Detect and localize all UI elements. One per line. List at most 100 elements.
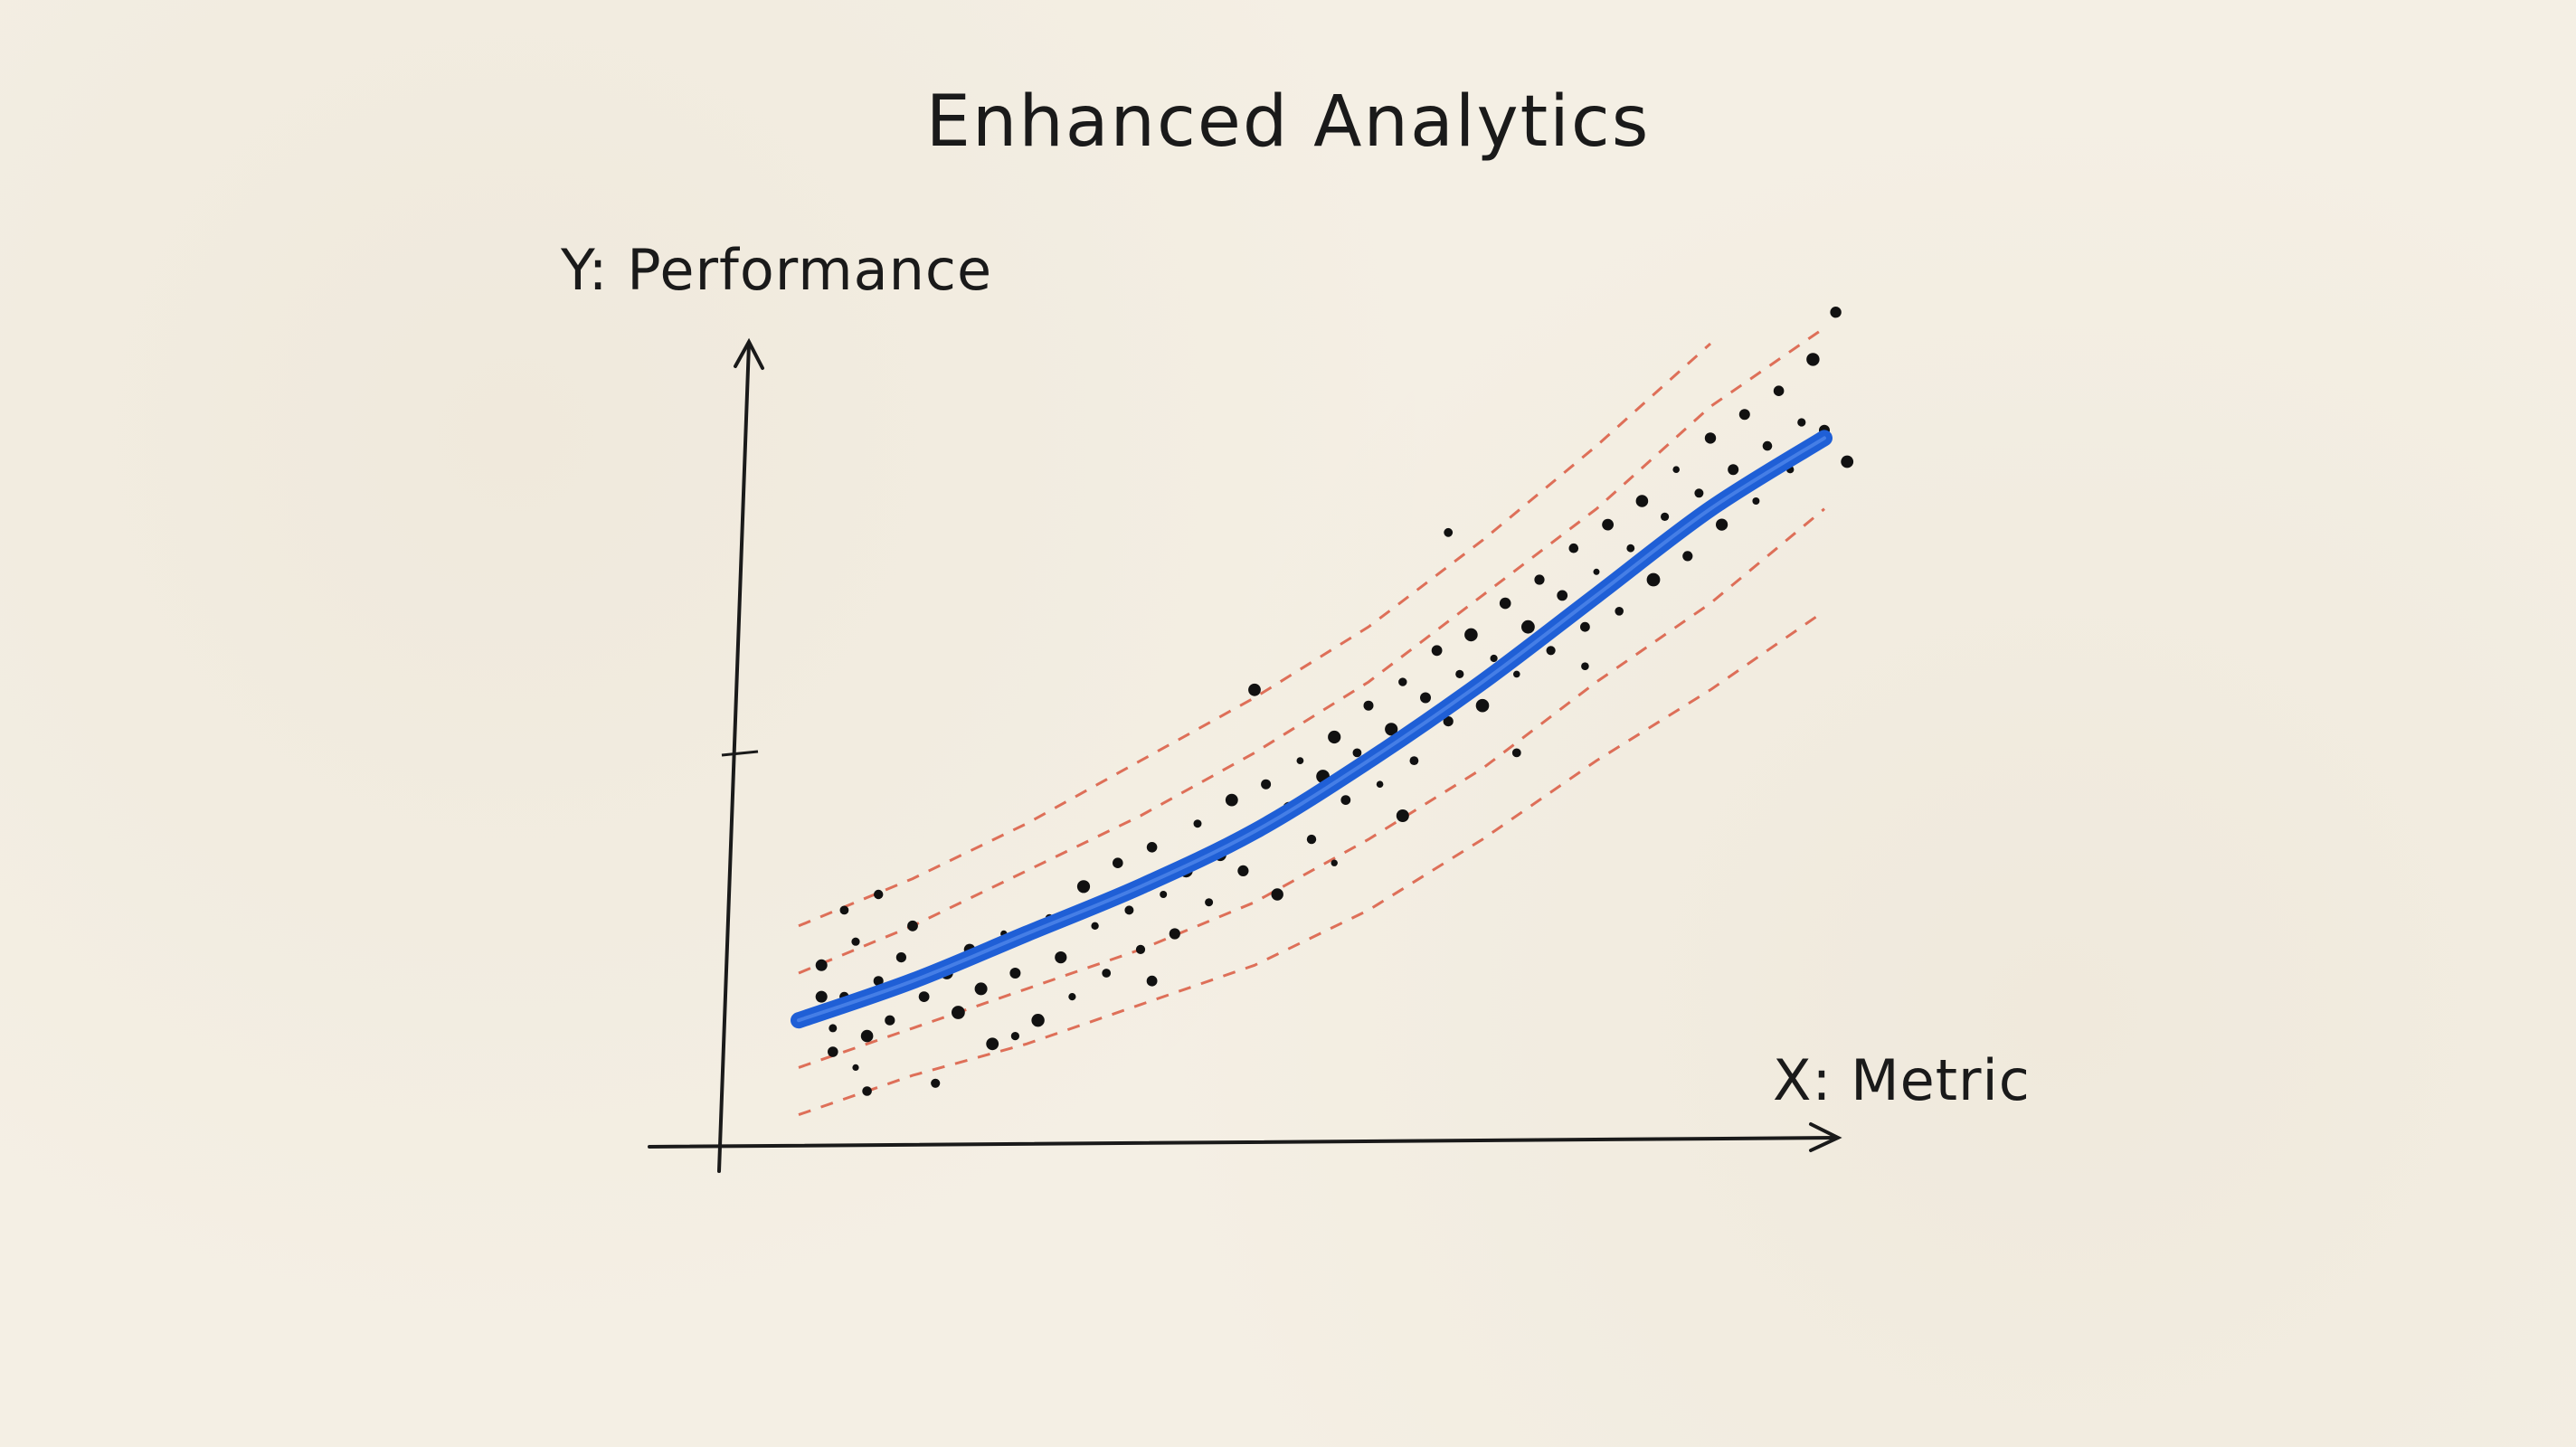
scatter-point [1396,809,1409,822]
scatter-point [1646,572,1661,587]
scatter-point [815,990,828,1003]
scatter-point [1797,418,1806,427]
scatter-point [1010,1032,1019,1041]
scatter-point [862,1086,872,1096]
scatter-point [1704,432,1717,444]
scatter-point [828,1046,838,1057]
scatter-point [1091,922,1099,930]
scatter-point [1031,1014,1045,1027]
scatter-point [1385,723,1398,736]
scatter-point [1376,780,1384,788]
scatter-point [1055,951,1067,964]
confidence-band-outer-lower [798,610,1825,1117]
scatter-point [815,959,828,971]
scatter-point [829,1024,838,1033]
scatter-point [1009,968,1021,979]
scatter-point [986,1037,999,1051]
scatter-point [1340,795,1351,805]
scatter-point [1728,464,1739,476]
scatter-point [1271,888,1283,901]
scatter-point [874,889,884,900]
y-axis-line [717,342,751,1173]
axes [648,337,1842,1173]
scatter-point [1806,353,1820,366]
scatter-point [873,976,884,987]
trend-line-group [791,430,1833,1029]
scatter-point [1672,466,1680,473]
scatter-point [1160,891,1168,898]
scatter-point [1557,590,1568,601]
y-axis-label: Y: Performance [561,237,993,303]
trend-line [791,430,1833,1029]
scatter-point [1682,551,1693,562]
scatter-point [895,952,907,963]
scatter-point [1443,716,1454,727]
chart-title: Enhanced Analytics [925,81,1651,163]
scatter-point [1135,944,1146,954]
scatter-point [1716,518,1728,531]
y-axis-arrowhead [734,337,764,370]
scatter-point [1694,488,1704,498]
scatter-point [1409,756,1419,765]
scatter-point [1661,512,1670,522]
scatter-point [1635,495,1649,507]
scatter-point [1455,669,1464,679]
scatter-point [974,982,988,996]
scatter-point [1511,748,1521,758]
x-axis-line [648,1136,1838,1149]
scatter-point [1068,993,1076,1001]
scatter-point [1102,969,1112,978]
confidence-band-inner-upper [798,326,1825,975]
scatter-point [1444,527,1454,537]
confidence-bands [798,326,1825,1117]
scatter-point [1738,409,1750,421]
scatter-point [952,1006,965,1019]
scatter-point [1124,905,1134,915]
scatter-point [1363,700,1374,711]
x-axis-label: X: Metric [1773,1047,2031,1113]
scatter-point [1431,645,1443,657]
scatter-point [1261,779,1272,790]
scatter-point [1841,455,1854,468]
scatter-point [839,905,849,915]
scatter-point [1464,628,1478,642]
scatter-point [1568,543,1579,553]
scatter-point [1205,898,1214,907]
scatter-point [1169,928,1180,940]
scatter-point [1248,683,1261,696]
scatter-point [931,1078,941,1088]
scatter-point [1146,975,1158,987]
scatter-point [852,1064,859,1071]
scatter-point [1773,385,1785,397]
scatter-point [1076,880,1091,894]
scatter-point [918,991,930,1002]
confidence-band-inner-lower [798,507,1825,1069]
scatter-point [1420,692,1431,704]
scatter-point [1328,730,1341,744]
scatter-points [806,307,1854,1096]
scatter-point [1615,607,1624,616]
scatter-point [885,1015,895,1026]
scatter-point [1352,748,1362,758]
scatter-point [1237,865,1249,877]
scatter-point [1593,568,1600,575]
scatter-point [1602,518,1614,531]
scatter-point [1534,574,1545,585]
y-axis-tick [721,750,759,757]
scatter-point [1626,544,1635,553]
scatter-point [860,1029,874,1043]
confidence-band-outer-upper [798,342,1712,928]
scatter-point [1113,857,1123,868]
scatter-point [907,920,918,932]
scatter-point [1762,440,1773,451]
scatter-point [1475,698,1490,713]
trend-line-highlight [797,436,1826,1023]
scatter-point [1193,819,1202,828]
scatter-point [1521,619,1535,634]
scatter-point [1398,677,1407,686]
x-axis-arrowhead [1809,1122,1842,1152]
scatter-point [1296,757,1304,764]
scatter-point [1331,859,1338,866]
